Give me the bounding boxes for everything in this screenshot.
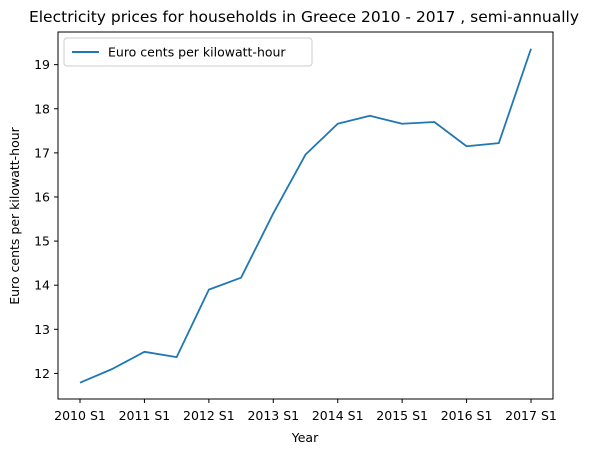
x-tick-label: 2013 S1 (247, 408, 299, 423)
x-tick-label: 2014 S1 (312, 408, 364, 423)
x-tick-label: 2010 S1 (54, 408, 106, 423)
y-tick-label: 15 (34, 234, 50, 249)
plot-area (79, 48, 532, 384)
y-axis-label: Euro cents per kilowatt-hour (7, 126, 22, 304)
plot-frame (57, 31, 554, 400)
y-tick-label: 12 (34, 366, 50, 381)
x-tick-label: 2012 S1 (183, 408, 235, 423)
legend-box (63, 37, 313, 67)
y-tick-label: 19 (34, 57, 50, 72)
x-tick-label: 2016 S1 (441, 408, 493, 423)
x-axis: 2010 S1 2011 S1 2012 S1 2013 S1 2014 S1 2015 … (54, 399, 557, 423)
chart-title: Electricity prices for households in Gre… (29, 8, 579, 26)
x-axis-label: Year (291, 430, 319, 445)
y-tick-label: 18 (34, 101, 50, 116)
legend: Euro cents per kilowatt-hour (63, 37, 313, 67)
y-tick-label: 16 (34, 189, 50, 204)
y-axis: 12 13 14 15 16 17 18 19 (34, 57, 58, 381)
y-tick-label: 13 (34, 322, 50, 337)
y-tick-label: 14 (34, 278, 50, 293)
x-tick-label: 2015 S1 (376, 408, 428, 423)
legend-label: Euro cents per kilowatt-hour (108, 45, 286, 60)
y-tick-label: 17 (34, 145, 50, 160)
series-line (79, 48, 532, 384)
x-tick-label: 2017 S1 (505, 408, 557, 423)
x-tick-label: 2011 S1 (119, 408, 171, 423)
